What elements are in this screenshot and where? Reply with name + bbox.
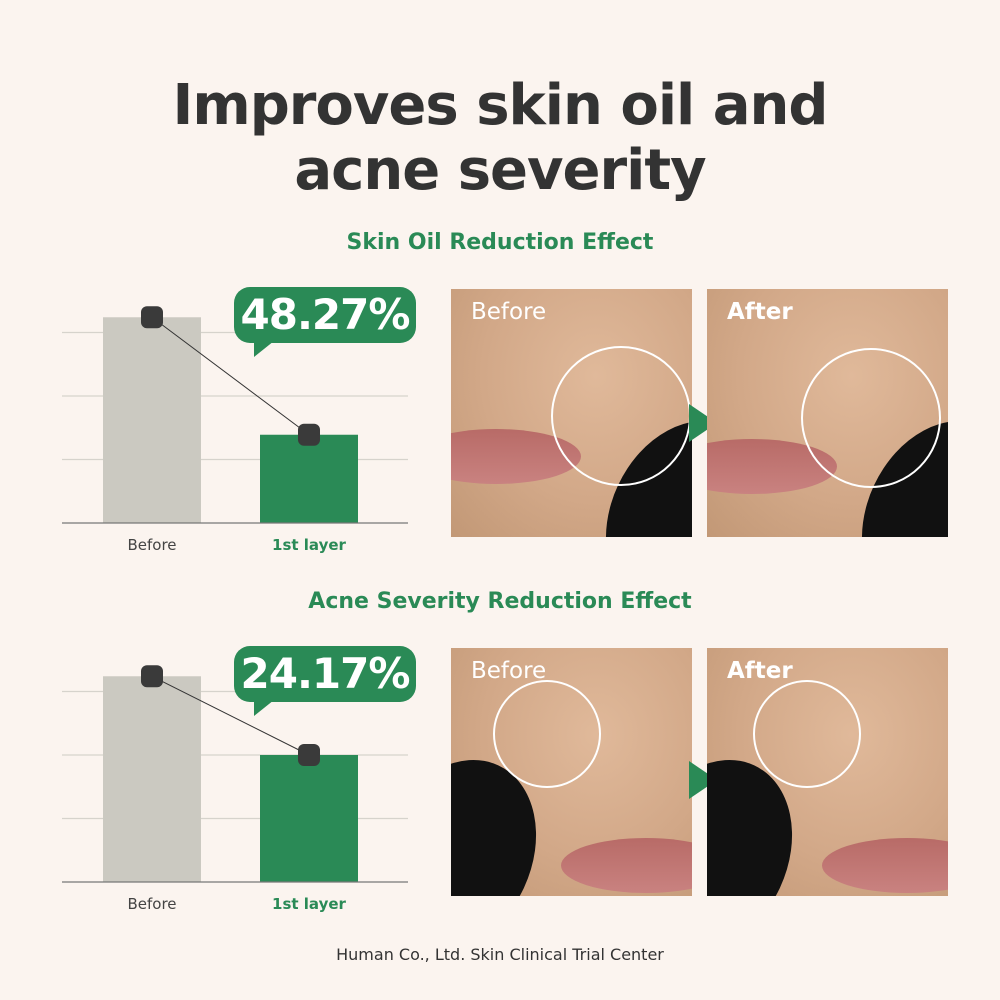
- chart-title-acne: Acne Severity Reduction Effect: [308, 589, 692, 614]
- category-label: Before: [127, 895, 176, 913]
- data-marker: [141, 665, 163, 688]
- data-marker: [298, 423, 320, 446]
- category-label: 1st layer: [272, 536, 347, 554]
- chart-acne: Before 1st layer: [62, 665, 408, 913]
- highlight-circle: [493, 680, 601, 788]
- headline-line-2: acne severity: [294, 138, 706, 203]
- trend-line: [151, 316, 310, 436]
- bar-before: [103, 676, 201, 882]
- headline-line-1: Improves skin oil and: [172, 73, 829, 138]
- photo-before-acne: Before: [451, 648, 692, 896]
- highlight-circle: [801, 348, 941, 488]
- before-label: Before: [471, 658, 547, 684]
- photo-after-acne: After: [707, 648, 948, 896]
- callout-bubble-acne: 24.17%: [234, 646, 416, 716]
- after-label: After: [727, 658, 793, 684]
- bar-after: [260, 755, 358, 882]
- before-label: Before: [471, 299, 547, 325]
- chart-title-oil: Skin Oil Reduction Effect: [346, 230, 654, 255]
- data-marker: [141, 306, 163, 329]
- bar-before: [103, 317, 201, 523]
- photo-after-oil: After: [707, 289, 948, 537]
- bar-after: [260, 434, 358, 523]
- photo-lips: [822, 838, 948, 893]
- after-label: After: [727, 299, 793, 325]
- photo-before-oil: Before: [451, 289, 692, 537]
- callout-bubble-oil: 48.27%: [234, 287, 416, 357]
- highlight-circle: [753, 680, 861, 788]
- chart-oil: Before 1st layer: [62, 306, 408, 554]
- category-label: Before: [127, 536, 176, 554]
- highlight-circle: [551, 346, 691, 486]
- data-marker: [298, 744, 320, 766]
- trend-line: [151, 675, 310, 756]
- source-footer: Human Co., Ltd. Skin Clinical Trial Cent…: [336, 945, 664, 964]
- category-label: 1st layer: [272, 895, 347, 913]
- photo-lips: [561, 838, 692, 893]
